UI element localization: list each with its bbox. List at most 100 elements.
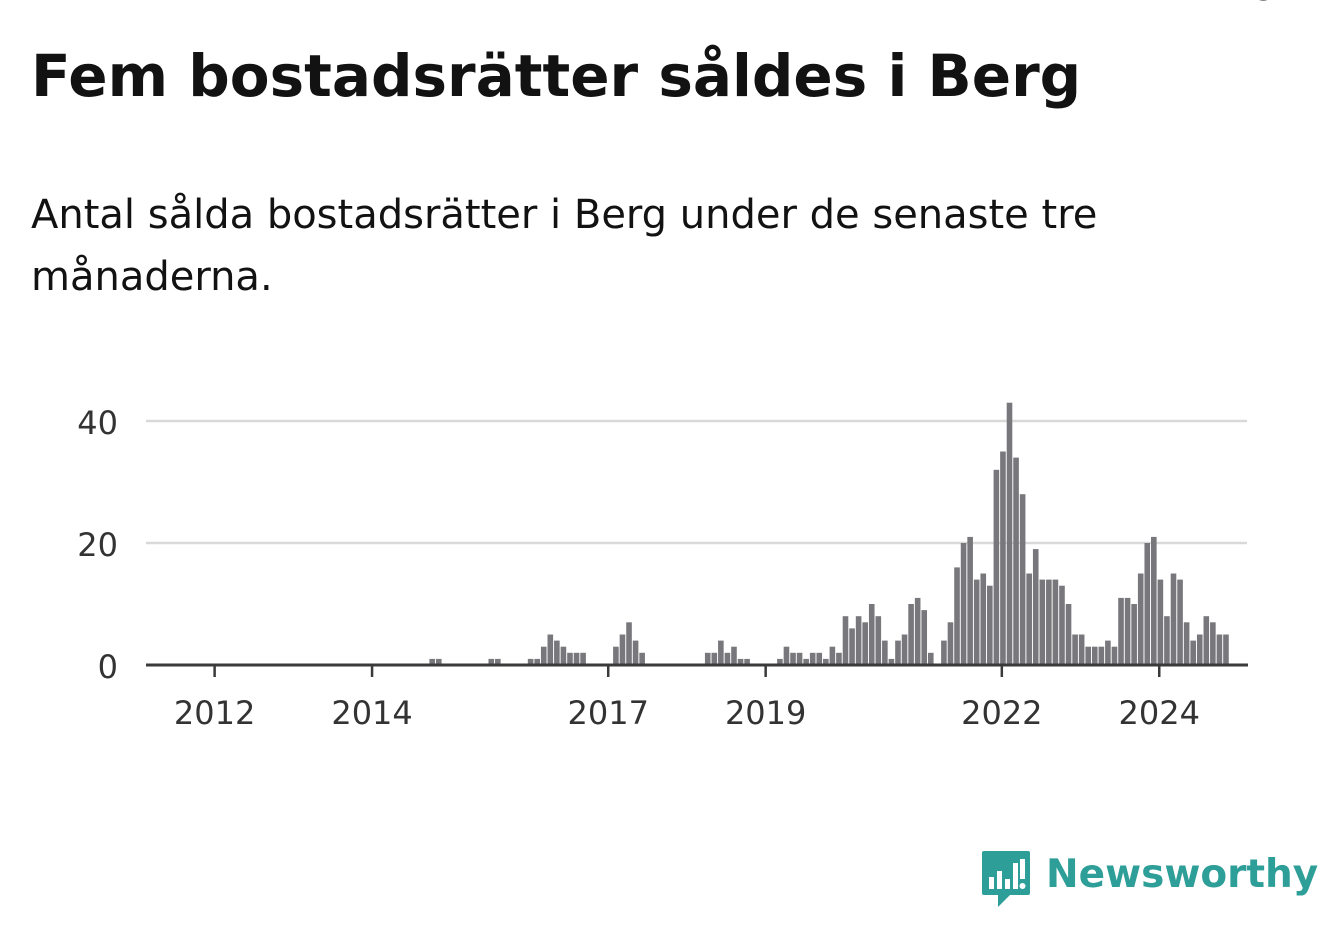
bar: [777, 658, 783, 665]
bar: [816, 652, 823, 665]
bar: [744, 658, 750, 665]
bar: [1065, 604, 1072, 665]
bar: [711, 652, 718, 665]
bar: [1052, 579, 1059, 665]
bar: [927, 652, 934, 665]
bar: [783, 646, 790, 665]
bar: [1203, 616, 1210, 665]
bar: [862, 622, 868, 665]
bar: [1039, 579, 1046, 665]
bar: [875, 616, 882, 665]
bar: [718, 640, 724, 665]
bar: [1072, 634, 1078, 665]
bar: [1006, 402, 1013, 665]
bar: [731, 646, 737, 665]
bar: [836, 652, 842, 665]
bar: [567, 652, 573, 665]
bar: [882, 640, 888, 665]
bar: [540, 646, 547, 665]
bar: [1216, 634, 1223, 665]
bar: [1032, 549, 1039, 665]
bar: [560, 646, 567, 665]
axes: [146, 663, 1248, 677]
y-tick-label: 0: [98, 648, 118, 686]
bar: [1046, 579, 1052, 665]
bar: [737, 658, 744, 665]
bar: [1183, 622, 1190, 665]
bar: [619, 634, 626, 665]
bar: [1111, 646, 1118, 665]
bar: [967, 536, 973, 665]
y-tick-label: 40: [77, 404, 118, 442]
chart-subtitle: Antal sålda bostadsrätter i Berg under d…: [31, 192, 1098, 300]
x-tick-label: 2024: [1119, 694, 1200, 732]
bar: [829, 646, 836, 665]
bar: [724, 652, 731, 665]
labels: 0 20 40 2012 2014 2017 2019 2022 2024 5: [77, 0, 1276, 732]
bar: [921, 610, 928, 665]
bar: [1151, 536, 1157, 665]
bar: [908, 604, 914, 665]
bar: [1059, 585, 1065, 665]
bar: [888, 658, 895, 665]
y-tick-label: 20: [77, 526, 118, 564]
newsworthy-logo[interactable]: Newsworthy: [980, 848, 1318, 912]
bar: [435, 658, 442, 665]
bar: [960, 543, 967, 665]
bar: [901, 634, 908, 665]
x-tick-label: 2022: [961, 694, 1042, 732]
bar: [488, 658, 495, 665]
bar: [947, 622, 954, 665]
bar: [1210, 622, 1216, 665]
bar: [534, 658, 540, 665]
bar: [1118, 597, 1124, 665]
bar: [429, 658, 436, 665]
bar: [1190, 640, 1196, 665]
bar: [954, 567, 960, 665]
bar: [855, 616, 862, 665]
x-tick-label: 2014: [331, 694, 412, 732]
bar: [580, 652, 586, 665]
bar: [1137, 573, 1144, 665]
x-tick-label: 2017: [568, 694, 649, 732]
bar: [495, 658, 501, 665]
bar: [632, 640, 639, 665]
bar: [1157, 579, 1164, 665]
bar: [842, 616, 849, 665]
bar: [547, 634, 554, 665]
bar: [973, 579, 980, 665]
bar: [1091, 646, 1098, 665]
x-tick-label: 2019: [725, 694, 806, 732]
bar: [803, 658, 809, 665]
bar: [796, 652, 803, 665]
bar: [1196, 634, 1203, 665]
bar: [639, 652, 645, 665]
bar: [914, 597, 921, 665]
bar: [554, 640, 560, 665]
bar: [1098, 646, 1105, 665]
bar: [868, 604, 875, 665]
bar: [573, 652, 580, 665]
bar: [1026, 573, 1032, 665]
bar: [1019, 494, 1026, 665]
bar: [980, 573, 987, 665]
highlight-value-label: 5: [1255, 0, 1277, 9]
bar: [527, 658, 534, 665]
bar: [1085, 646, 1092, 665]
bar: [1105, 640, 1111, 665]
bar: [613, 646, 619, 665]
bar: [626, 622, 632, 665]
brand-name: Newsworthy: [1046, 851, 1319, 897]
bars: [429, 402, 1229, 665]
bar: [1124, 597, 1131, 665]
gridlines: [146, 419, 1247, 545]
bar: [895, 640, 901, 665]
bar: [941, 640, 947, 665]
bar: [1164, 616, 1170, 665]
x-tick-label: 2012: [174, 694, 255, 732]
bar: [1013, 457, 1019, 665]
bar: [1223, 634, 1229, 665]
bar: [704, 652, 711, 665]
bar: [823, 658, 829, 665]
